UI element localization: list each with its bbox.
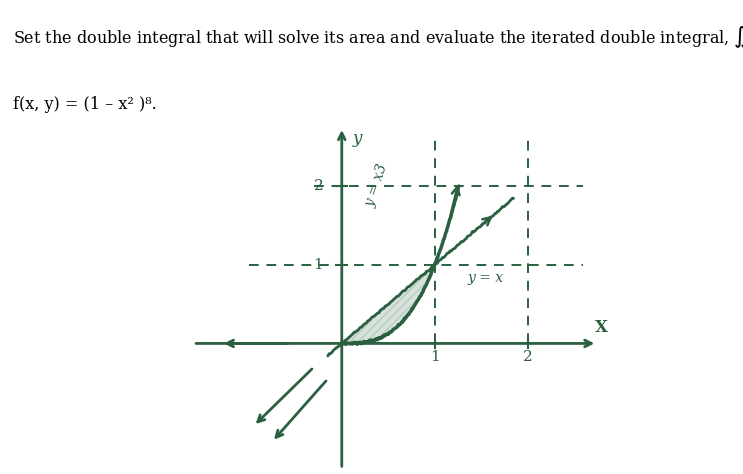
Text: 2: 2 [522,350,533,364]
Text: f(x, y) = (1 – x² )⁸.: f(x, y) = (1 – x² )⁸. [13,96,157,113]
Text: 1: 1 [314,258,323,272]
Text: Set the double integral that will solve its area and evaluate the iterated doubl: Set the double integral that will solve … [13,25,743,54]
Text: y: y [353,129,363,146]
Text: 1: 1 [429,350,440,364]
Text: y = x3: y = x3 [363,162,391,209]
Text: 2: 2 [314,179,323,193]
Text: y = x: y = x [467,271,503,285]
Text: X: X [595,319,609,336]
